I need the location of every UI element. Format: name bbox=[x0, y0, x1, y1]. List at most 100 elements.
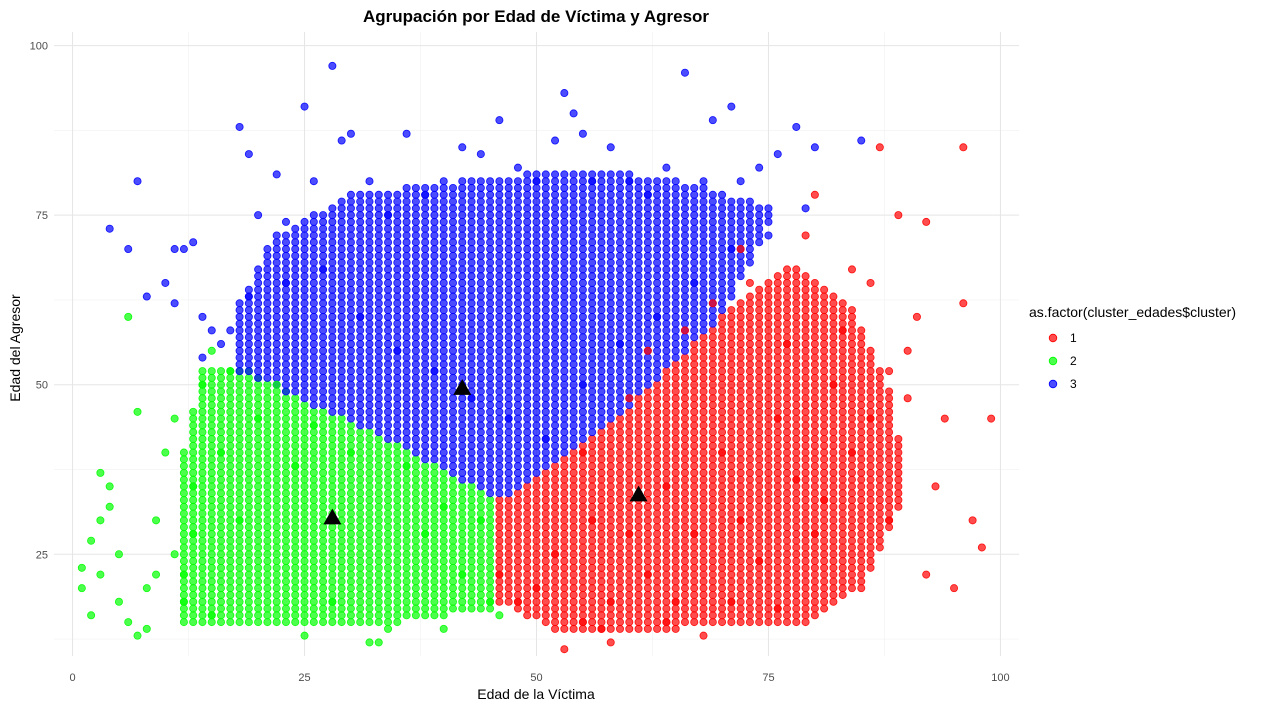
cluster-1-point bbox=[847, 421, 856, 430]
cluster-2-point bbox=[77, 563, 86, 572]
cluster-1-point bbox=[857, 468, 866, 477]
cluster-1-point bbox=[977, 543, 986, 552]
cluster-1-point bbox=[838, 312, 847, 321]
cluster-2-point bbox=[244, 516, 253, 525]
cluster-3-point bbox=[541, 238, 550, 247]
cluster-3-point bbox=[319, 217, 328, 226]
cluster-2-point bbox=[402, 455, 411, 464]
cluster-1-point bbox=[541, 502, 550, 511]
cluster-3-point bbox=[523, 394, 532, 403]
cluster-2-point bbox=[142, 584, 151, 593]
cluster-3-point bbox=[551, 183, 560, 192]
cluster-1-point bbox=[690, 380, 699, 389]
cluster-2-point bbox=[235, 407, 244, 416]
cluster-3-point bbox=[402, 231, 411, 240]
cluster-1-point bbox=[578, 448, 587, 457]
cluster-3-point bbox=[606, 211, 615, 220]
cluster-3-point bbox=[625, 326, 634, 335]
cluster-2-point bbox=[263, 523, 272, 532]
cluster-2-point bbox=[217, 523, 226, 532]
cluster-3-point bbox=[374, 217, 383, 226]
cluster-1-point bbox=[764, 529, 773, 538]
cluster-1-point bbox=[616, 475, 625, 484]
cluster-2-point bbox=[309, 570, 318, 579]
cluster-3-point bbox=[411, 434, 420, 443]
cluster-3-point bbox=[365, 251, 374, 260]
cluster-3-point bbox=[560, 394, 569, 403]
cluster-2-point bbox=[198, 502, 207, 511]
cluster-1-point bbox=[625, 475, 634, 484]
cluster-2-point bbox=[254, 597, 263, 606]
cluster-2-point bbox=[439, 543, 448, 552]
cluster-3-point bbox=[421, 217, 430, 226]
x-axis-ticks: 0 25 50 75 100 bbox=[69, 672, 1009, 684]
cluster-1-point bbox=[773, 272, 782, 281]
cluster-3-point bbox=[319, 367, 328, 376]
cluster-1-point bbox=[755, 360, 764, 369]
cluster-2-point bbox=[365, 434, 374, 443]
cluster-3-point bbox=[384, 217, 393, 226]
cluster-2-point bbox=[300, 529, 309, 538]
cluster-1-point bbox=[755, 306, 764, 315]
cluster-1-point bbox=[745, 339, 754, 348]
cluster-3-point bbox=[513, 380, 522, 389]
cluster-1-point bbox=[764, 604, 773, 613]
cluster-2-point bbox=[374, 448, 383, 457]
cluster-2-point bbox=[254, 536, 263, 545]
cluster-2-point bbox=[328, 604, 337, 613]
cluster-1-point bbox=[783, 346, 792, 355]
cluster-3-point bbox=[708, 197, 717, 206]
cluster-3-point bbox=[671, 183, 680, 192]
cluster-3-point bbox=[467, 285, 476, 294]
cluster-2-point bbox=[430, 611, 439, 620]
cluster-1-point bbox=[847, 482, 856, 491]
cluster-3-point bbox=[690, 278, 699, 287]
cluster-2-point bbox=[189, 462, 198, 471]
cluster-1-point bbox=[513, 495, 522, 504]
cluster-3-point bbox=[532, 285, 541, 294]
cluster-3-point bbox=[569, 258, 578, 267]
cluster-2-point bbox=[207, 441, 216, 450]
cluster-3-point bbox=[439, 448, 448, 457]
cluster-1-point bbox=[875, 380, 884, 389]
cluster-1-point bbox=[662, 401, 671, 410]
cluster-1-point bbox=[653, 407, 662, 416]
cluster-3-point bbox=[662, 285, 671, 294]
cluster-1-point bbox=[690, 434, 699, 443]
cluster-2-point bbox=[281, 495, 290, 504]
cluster-3-point bbox=[384, 407, 393, 416]
cluster-1-point bbox=[866, 495, 875, 504]
cluster-1-point bbox=[801, 339, 810, 348]
cluster-3-point bbox=[337, 204, 346, 213]
cluster-2-point bbox=[272, 475, 281, 484]
cluster-2-point bbox=[291, 428, 300, 437]
cluster-3-point bbox=[755, 217, 764, 226]
cluster-3-point bbox=[597, 326, 606, 335]
cluster-1-point bbox=[783, 367, 792, 376]
cluster-1-point bbox=[959, 143, 968, 152]
cluster-3-point bbox=[439, 394, 448, 403]
cluster-1-point bbox=[783, 584, 792, 593]
cluster-1-point bbox=[699, 529, 708, 538]
cluster-3-point bbox=[217, 339, 226, 348]
cluster-3-point bbox=[476, 190, 485, 199]
cluster-3-point bbox=[495, 251, 504, 260]
cluster-2-point bbox=[393, 455, 402, 464]
cluster-3-point bbox=[402, 272, 411, 281]
cluster-3-point bbox=[272, 306, 281, 315]
cluster-3-point bbox=[291, 333, 300, 342]
cluster-2-point bbox=[393, 550, 402, 559]
cluster-3-point bbox=[207, 326, 216, 335]
cluster-3-point bbox=[606, 231, 615, 240]
cluster-3-point bbox=[337, 245, 346, 254]
cluster-1-point bbox=[801, 536, 810, 545]
cluster-3-point bbox=[634, 265, 643, 274]
cluster-1-point bbox=[885, 441, 894, 450]
cluster-3-point bbox=[588, 272, 597, 281]
cluster-1-point bbox=[616, 516, 625, 525]
cluster-3-point bbox=[448, 278, 457, 287]
cluster-2-point bbox=[272, 441, 281, 450]
cluster-3-point bbox=[736, 217, 745, 226]
cluster-3-point bbox=[718, 251, 727, 260]
cluster-2-point bbox=[319, 597, 328, 606]
